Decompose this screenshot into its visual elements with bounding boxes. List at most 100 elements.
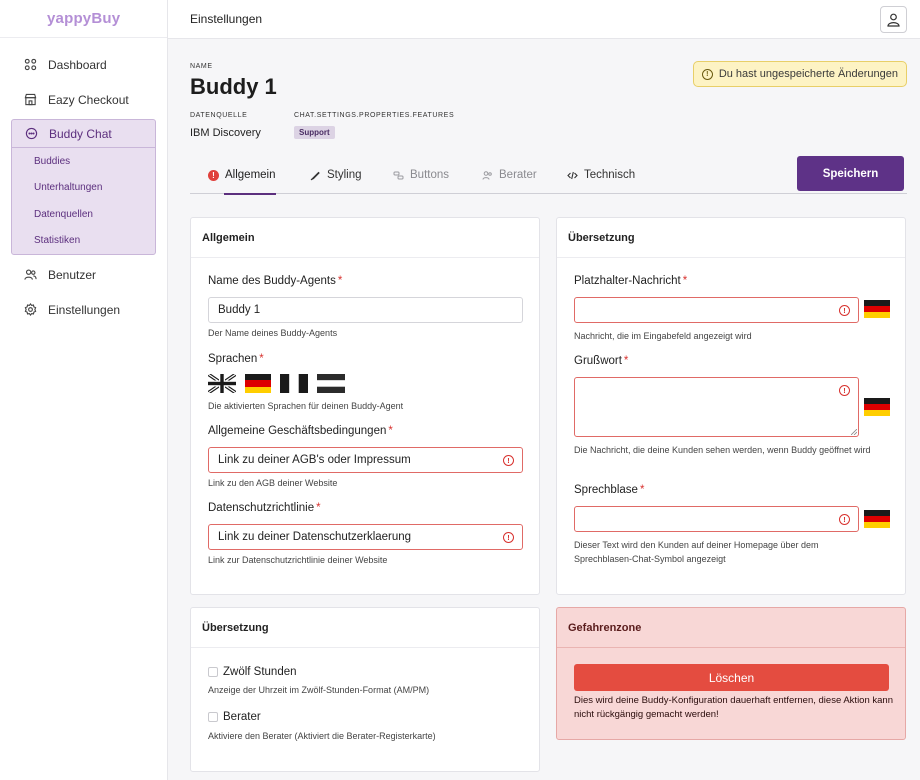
source-value: IBM Discovery xyxy=(190,127,261,139)
placeholder-message-label: Platzhalter-Nachricht * xyxy=(574,275,687,287)
gear-icon xyxy=(23,303,37,317)
languages-label: Sprachen * xyxy=(208,353,264,365)
sidebar-nav: Dashboard Eazy Checkout Buddy Chat Buddi… xyxy=(0,38,167,327)
tab-allgemein[interactable]: ! Allgemein xyxy=(208,156,276,195)
required-mark: * xyxy=(316,502,321,514)
error-icon: ! xyxy=(208,169,219,181)
sidebar-item-benutzer[interactable]: Benutzer xyxy=(0,257,167,292)
code-icon xyxy=(567,170,578,181)
tab-technisch[interactable]: Technisch xyxy=(567,156,635,194)
required-mark: * xyxy=(259,353,264,365)
delete-button[interactable]: Löschen xyxy=(574,664,889,691)
translation-card-title: Übersetzung xyxy=(557,218,905,258)
twelve-hour-label: Zwölf Stunden xyxy=(223,666,297,678)
tab-buttons[interactable]: Buttons xyxy=(393,156,449,194)
twelve-hour-option: Zwölf Stunden xyxy=(208,666,297,678)
sidebar-item-eazy-checkout[interactable]: Eazy Checkout xyxy=(0,82,167,117)
chat-icon xyxy=(24,127,38,141)
de-flag-icon[interactable] xyxy=(245,374,271,393)
terms-input[interactable]: Link zu deiner AGB's oder Impressum ! xyxy=(208,447,523,473)
unsaved-changes-notice: ! Du hast ungespeicherte Änderungen xyxy=(692,61,907,87)
translation-card: Übersetzung Platzhalter-Nachricht * ! Nac… xyxy=(556,217,906,595)
privacy-placeholder: Link zu deiner Datenschutzerklaerung xyxy=(218,531,412,543)
page-title: Einstellungen xyxy=(190,12,263,26)
languages-help: Die aktivierten Sprachen für deinen Budd… xyxy=(208,401,404,411)
warning-icon: ! xyxy=(701,68,713,80)
sidebar-subitem-datenquellen[interactable]: Datenquellen xyxy=(34,208,93,220)
translation-options-title: Übersetzung xyxy=(191,608,539,648)
de-flag-icon[interactable] xyxy=(864,398,890,416)
resize-handle-icon[interactable] xyxy=(851,429,857,435)
languages-label-text: Sprachen xyxy=(208,353,258,365)
store-icon xyxy=(23,93,37,107)
de-flag-icon[interactable] xyxy=(864,510,890,528)
agent-name-input[interactable]: Buddy 1 xyxy=(208,297,523,323)
user-icon xyxy=(887,13,900,27)
main-content: NAME Buddy 1 DATENQUELLE IBM Discovery C… xyxy=(168,39,920,780)
brush-icon xyxy=(310,170,321,181)
placeholder-message-help: Nachricht, die im Eingabefeld angezeigt … xyxy=(574,331,752,341)
danger-zone-card: Gefahrenzone Löschen Dies wird deine Bud… xyxy=(556,607,906,740)
translation-options-card: Übersetzung Zwölf Stunden Anzeige der Uh… xyxy=(190,607,540,772)
sidebar: yappyBuy Dashboard Eazy Checkout Buddy C… xyxy=(0,0,168,780)
bubble-input[interactable]: ! xyxy=(574,506,859,532)
features-label: CHAT.SETTINGS.PROPERTIES.FEATURES xyxy=(294,112,455,119)
source-label: DATENQUELLE xyxy=(190,112,248,119)
top-bar: Einstellungen xyxy=(168,0,920,39)
language-flags xyxy=(208,374,345,393)
advisor-option: Berater xyxy=(208,711,261,723)
sidebar-item-label: Eazy Checkout xyxy=(48,92,129,107)
sidebar-item-dashboard[interactable]: Dashboard xyxy=(0,47,167,82)
danger-zone-title: Gefahrenzone xyxy=(557,608,905,648)
privacy-label: Datenschutzrichtlinie * xyxy=(208,502,321,514)
agent-name-label: Name des Buddy-Agents * xyxy=(208,275,342,287)
features-badge: Support xyxy=(294,126,335,139)
error-icon: ! xyxy=(503,532,514,543)
placeholder-message-input[interactable]: ! xyxy=(574,297,859,323)
tab-label: Allgemein xyxy=(225,169,276,181)
tab-label: Berater xyxy=(499,169,537,181)
advisor-help: Aktiviere den Berater (Aktiviert die Ber… xyxy=(208,731,436,741)
privacy-input[interactable]: Link zu deiner Datenschutzerklaerung ! xyxy=(208,524,523,550)
privacy-label-text: Datenschutzrichtlinie xyxy=(208,502,315,514)
required-mark: * xyxy=(639,484,645,496)
buttons-icon xyxy=(393,170,404,181)
sidebar-subitem-statistiken[interactable]: Statistiken xyxy=(34,235,81,247)
sidebar-subitem-buddies[interactable]: Buddies xyxy=(34,155,71,167)
it-flag-icon[interactable] xyxy=(280,374,308,393)
tab-berater[interactable]: Berater xyxy=(482,156,537,194)
sidebar-subitem-unterhaltungen[interactable]: Unterhaltungen xyxy=(34,182,103,194)
advisor-checkbox[interactable] xyxy=(208,712,218,722)
unsaved-changes-text: Du hast ungespeicherte Änderungen xyxy=(718,68,898,80)
required-mark: * xyxy=(388,425,393,437)
nl-flag-icon[interactable] xyxy=(317,374,345,393)
agent-name-label-text: Name des Buddy-Agents xyxy=(208,275,336,287)
required-mark: * xyxy=(623,355,629,367)
save-button[interactable]: Speichern xyxy=(797,156,904,191)
terms-label: Allgemeine Geschäftsbedingungen * xyxy=(208,425,393,437)
bubble-help: Dieser Text wird den Kunden auf deiner H… xyxy=(574,540,819,564)
general-card-title: Allgemein xyxy=(191,218,539,258)
error-icon: ! xyxy=(503,455,514,466)
twelve-hour-help: Anzeige der Uhrzeit im Zwölf-Stunden-For… xyxy=(208,685,430,695)
privacy-help: Link zur Datenschutzrichtlinie deiner We… xyxy=(208,555,388,565)
danger-warning-text: Dies wird deine Buddy-Konfiguration daue… xyxy=(574,695,893,720)
advisor-label: Berater xyxy=(223,711,261,723)
uk-flag-icon[interactable] xyxy=(208,374,236,393)
sidebar-item-label: Benutzer xyxy=(48,267,97,282)
sidebar-item-buddy-chat[interactable]: Buddy Chat xyxy=(12,120,155,148)
greeting-textarea[interactable]: ! xyxy=(574,377,859,437)
twelve-hour-checkbox[interactable] xyxy=(208,667,218,677)
terms-label-text: Allgemeine Geschäftsbedingungen xyxy=(208,425,387,437)
agent-name-help: Der Name deines Buddy-Agents xyxy=(208,328,338,338)
sidebar-item-einstellungen[interactable]: Einstellungen xyxy=(0,292,167,327)
sidebar-item-label: Dashboard xyxy=(48,57,107,72)
settings-tabs: ! Allgemein Styling Buttons Berater Te xyxy=(190,156,907,195)
terms-help: Link zu den AGB deiner Website xyxy=(208,478,338,488)
brand-logo[interactable]: yappyBuy xyxy=(0,0,167,38)
user-menu-button[interactable] xyxy=(880,6,907,33)
sidebar-item-label: Buddy Chat xyxy=(49,126,112,141)
bot-name-heading: Buddy 1 xyxy=(190,74,277,99)
de-flag-icon[interactable] xyxy=(864,300,890,318)
tab-styling[interactable]: Styling xyxy=(310,156,362,194)
